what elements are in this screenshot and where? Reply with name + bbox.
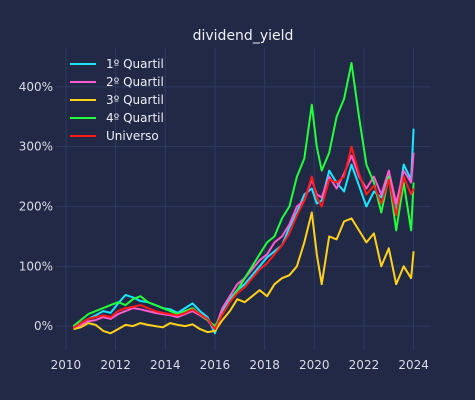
x-tick-label: 2010 [51,358,82,372]
chart-title: dividend_yield [193,28,294,44]
series-line-4 [72,62,415,328]
x-tick-label: 2020 [299,358,330,372]
x-tick-label: 2016 [200,358,231,372]
series-line-3 [73,211,415,335]
legend-label: 1º Quartil [106,57,164,71]
series-line-5 [72,145,415,331]
series-lines [72,62,415,335]
legend-label: Universo [106,129,159,143]
axis-ticks: 0% 100% 200% 300% 400% 2010 2012 2014 2016 2018 20… [19,80,429,372]
y-tick-label: 0% [34,319,53,333]
y-tick-label: 100% [19,259,53,273]
x-tick-label: 2018 [249,358,280,372]
series-line-1 [72,128,415,335]
y-tick-label: 400% [19,80,53,94]
x-tick-label: 2014 [150,358,181,372]
legend: 1º Quartil 2º Quartil 3º Quartil 4º Quartil… [70,57,164,143]
legend-label: 4º Quartil [106,111,164,125]
legend-label: 3º Quartil [106,93,164,107]
x-tick-label: 2024 [398,358,429,372]
legend-label: 2º Quartil [106,75,164,89]
y-tick-label: 200% [19,199,53,213]
x-tick-label: 2022 [349,358,380,372]
y-tick-label: 300% [19,140,53,154]
x-tick-label: 2012 [100,358,131,372]
